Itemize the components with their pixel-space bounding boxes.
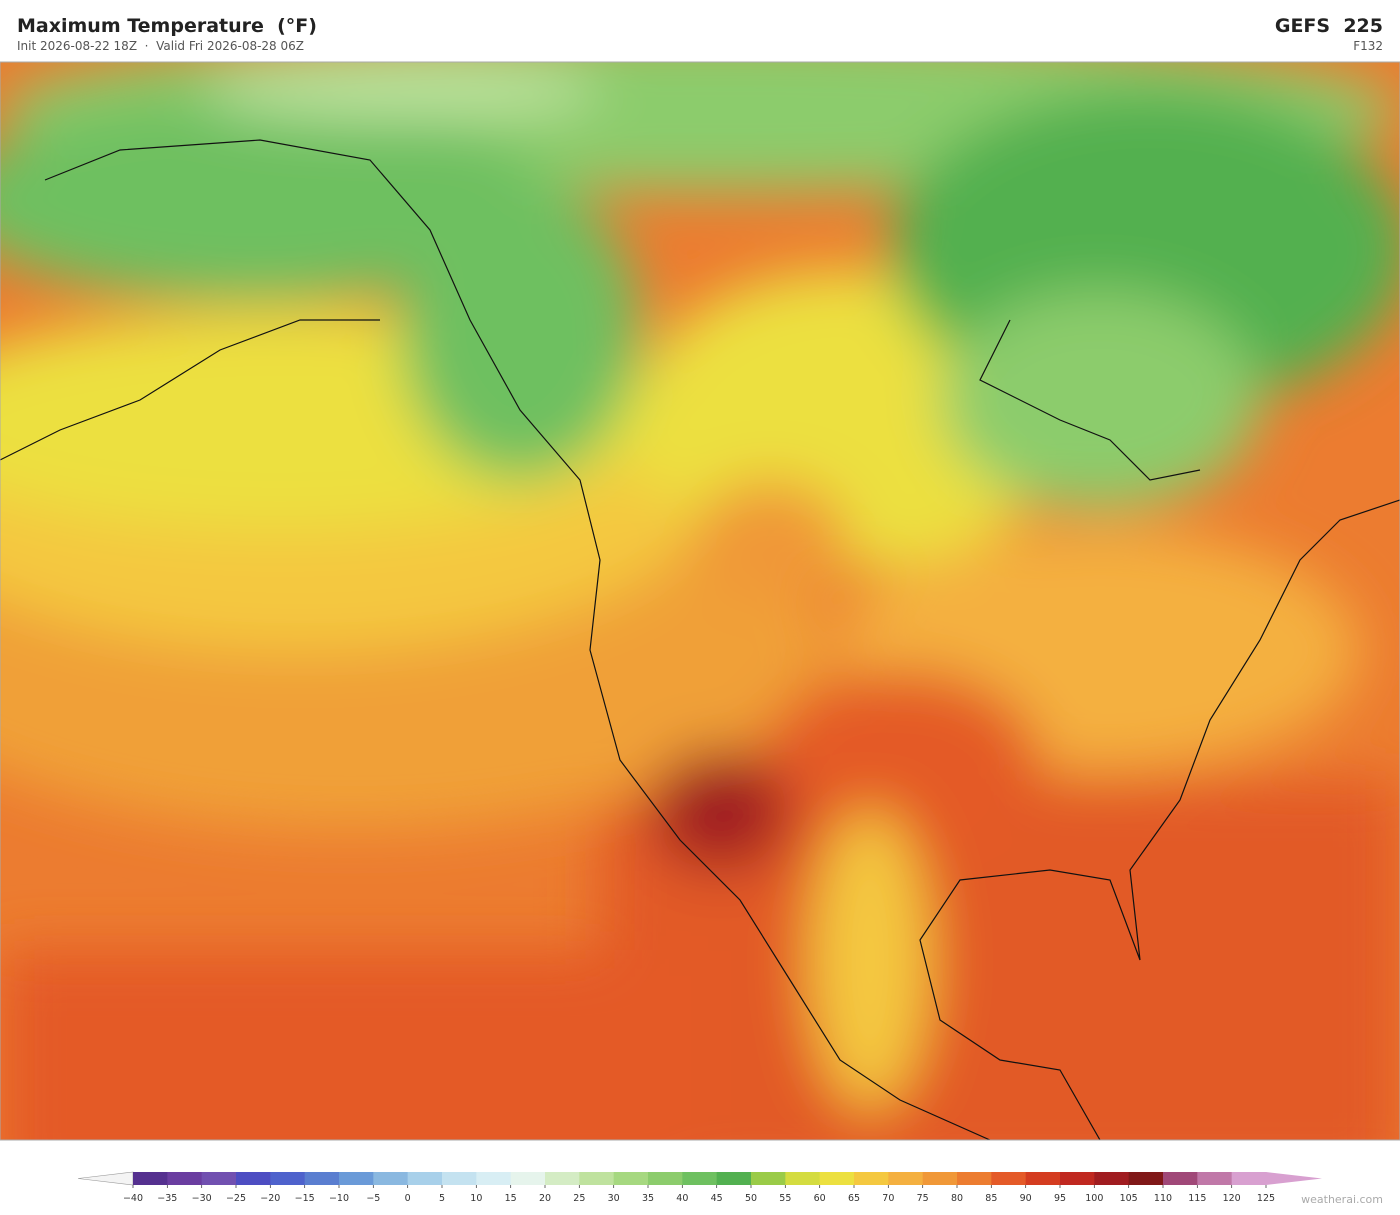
colorbar-tick-label: 80: [951, 1193, 963, 1204]
colorbar-bin: [339, 1172, 374, 1185]
colorbar-tick-label: 5: [439, 1193, 445, 1204]
colorbar-bin: [716, 1172, 752, 1185]
colorbar-bin: [1163, 1172, 1198, 1185]
colorbar-bin: [785, 1172, 821, 1185]
colorbar-tick-label: 85: [985, 1193, 997, 1204]
colorbar-bin: [201, 1172, 237, 1185]
colorbar-bin: [1094, 1172, 1130, 1185]
colorbar-bin: [407, 1172, 443, 1185]
colorbar-tick-label: 45: [711, 1193, 723, 1204]
colorbar-tick-label: 10: [470, 1193, 482, 1204]
colorbar-bin: [236, 1172, 271, 1185]
colorbar-tick-label: 100: [1085, 1193, 1103, 1204]
colorbar-over: [1266, 1172, 1322, 1185]
colorbar-bin: [442, 1172, 477, 1185]
colorbar-tick-label: 120: [1223, 1193, 1241, 1204]
colorbar-tick-label: −40: [123, 1193, 143, 1204]
colorbar-tick-label: 110: [1154, 1193, 1172, 1204]
colorbar-bin: [1231, 1172, 1267, 1185]
colorbar-tick-label: 70: [882, 1193, 894, 1204]
colorbar-tick-label: 55: [779, 1193, 791, 1204]
colorbar-tick-label: −5: [366, 1193, 380, 1204]
colorbar-tick-label: 35: [642, 1193, 654, 1204]
colorbar-bin: [545, 1172, 580, 1185]
colorbar-tick-label: 40: [676, 1193, 688, 1204]
temperature-field: [0, 62, 1400, 1140]
colorbar-tick-label: 25: [573, 1193, 585, 1204]
forecast-hour: F132: [1353, 39, 1383, 53]
colorbar-bin: [819, 1172, 855, 1185]
colorbar: −40 −35 −30 −25 −20 −15 −10 −5 0 5 10 15 20 25 30 35 40 4…: [77, 1171, 1322, 1204]
colorbar-tick-label: 65: [848, 1193, 860, 1204]
colorbar-tick-label: −20: [260, 1193, 280, 1204]
colorbar-tick-label: 15: [505, 1193, 517, 1204]
colorbar-bin: [510, 1172, 546, 1185]
colorbar-tick-label: 20: [539, 1193, 551, 1204]
colorbar-bin: [373, 1172, 409, 1185]
colorbar-bin: [922, 1172, 958, 1185]
colorbar-tick-label: −35: [157, 1193, 177, 1204]
colorbar-tick-label: 60: [814, 1193, 826, 1204]
colorbar-tick-label: −25: [226, 1193, 246, 1204]
colorbar-bin: [957, 1172, 992, 1185]
colorbar-bin: [648, 1172, 683, 1185]
colorbar-bin: [751, 1172, 786, 1185]
title: Maximum Temperature (°F): [17, 15, 317, 37]
colorbar-tick-label: 30: [608, 1193, 620, 1204]
credit: weatherai.com: [1301, 1193, 1383, 1206]
colorbar-bin: [133, 1172, 168, 1185]
model-label: GEFS 225: [1274, 15, 1383, 37]
colorbar-bin: [613, 1172, 649, 1185]
colorbar-bin: [854, 1172, 889, 1185]
colorbar-bin: [888, 1172, 924, 1185]
colorbar-bin: [270, 1172, 306, 1185]
colorbar-tick-label: 0: [405, 1193, 411, 1204]
colorbar-bin: [1025, 1172, 1061, 1185]
colorbar-tick-label: 125: [1257, 1193, 1275, 1204]
colorbar-bin: [682, 1172, 718, 1185]
colorbar-bin: [579, 1172, 615, 1185]
colorbar-under: [77, 1171, 134, 1186]
colorbar-tick-label: −30: [192, 1193, 212, 1204]
colorbar-tick-label: 75: [917, 1193, 929, 1204]
colorbar-tick-label: 115: [1188, 1193, 1206, 1204]
colorbar-tick-label: 90: [1020, 1193, 1032, 1204]
colorbar-tick-label: 95: [1054, 1193, 1066, 1204]
subtitle: Init 2026-08-22 18Z · Valid Fri 2026-08-…: [17, 39, 304, 53]
colorbar-bin: [991, 1172, 1027, 1185]
colorbar-tick-label: 105: [1120, 1193, 1138, 1204]
colorbar-bin: [1060, 1172, 1095, 1185]
colorbar-tick-label: −10: [329, 1193, 349, 1204]
colorbar-bin: [1128, 1172, 1164, 1185]
colorbar-tick-label: 50: [745, 1193, 757, 1204]
colorbar-tick-label: −15: [295, 1193, 315, 1204]
map-frame: [0, 61, 1400, 1141]
colorbar-bin: [167, 1172, 203, 1185]
colorbar-bin: [1197, 1172, 1233, 1185]
colorbar-bin: [476, 1172, 512, 1185]
colorbar-bin: [304, 1172, 340, 1185]
